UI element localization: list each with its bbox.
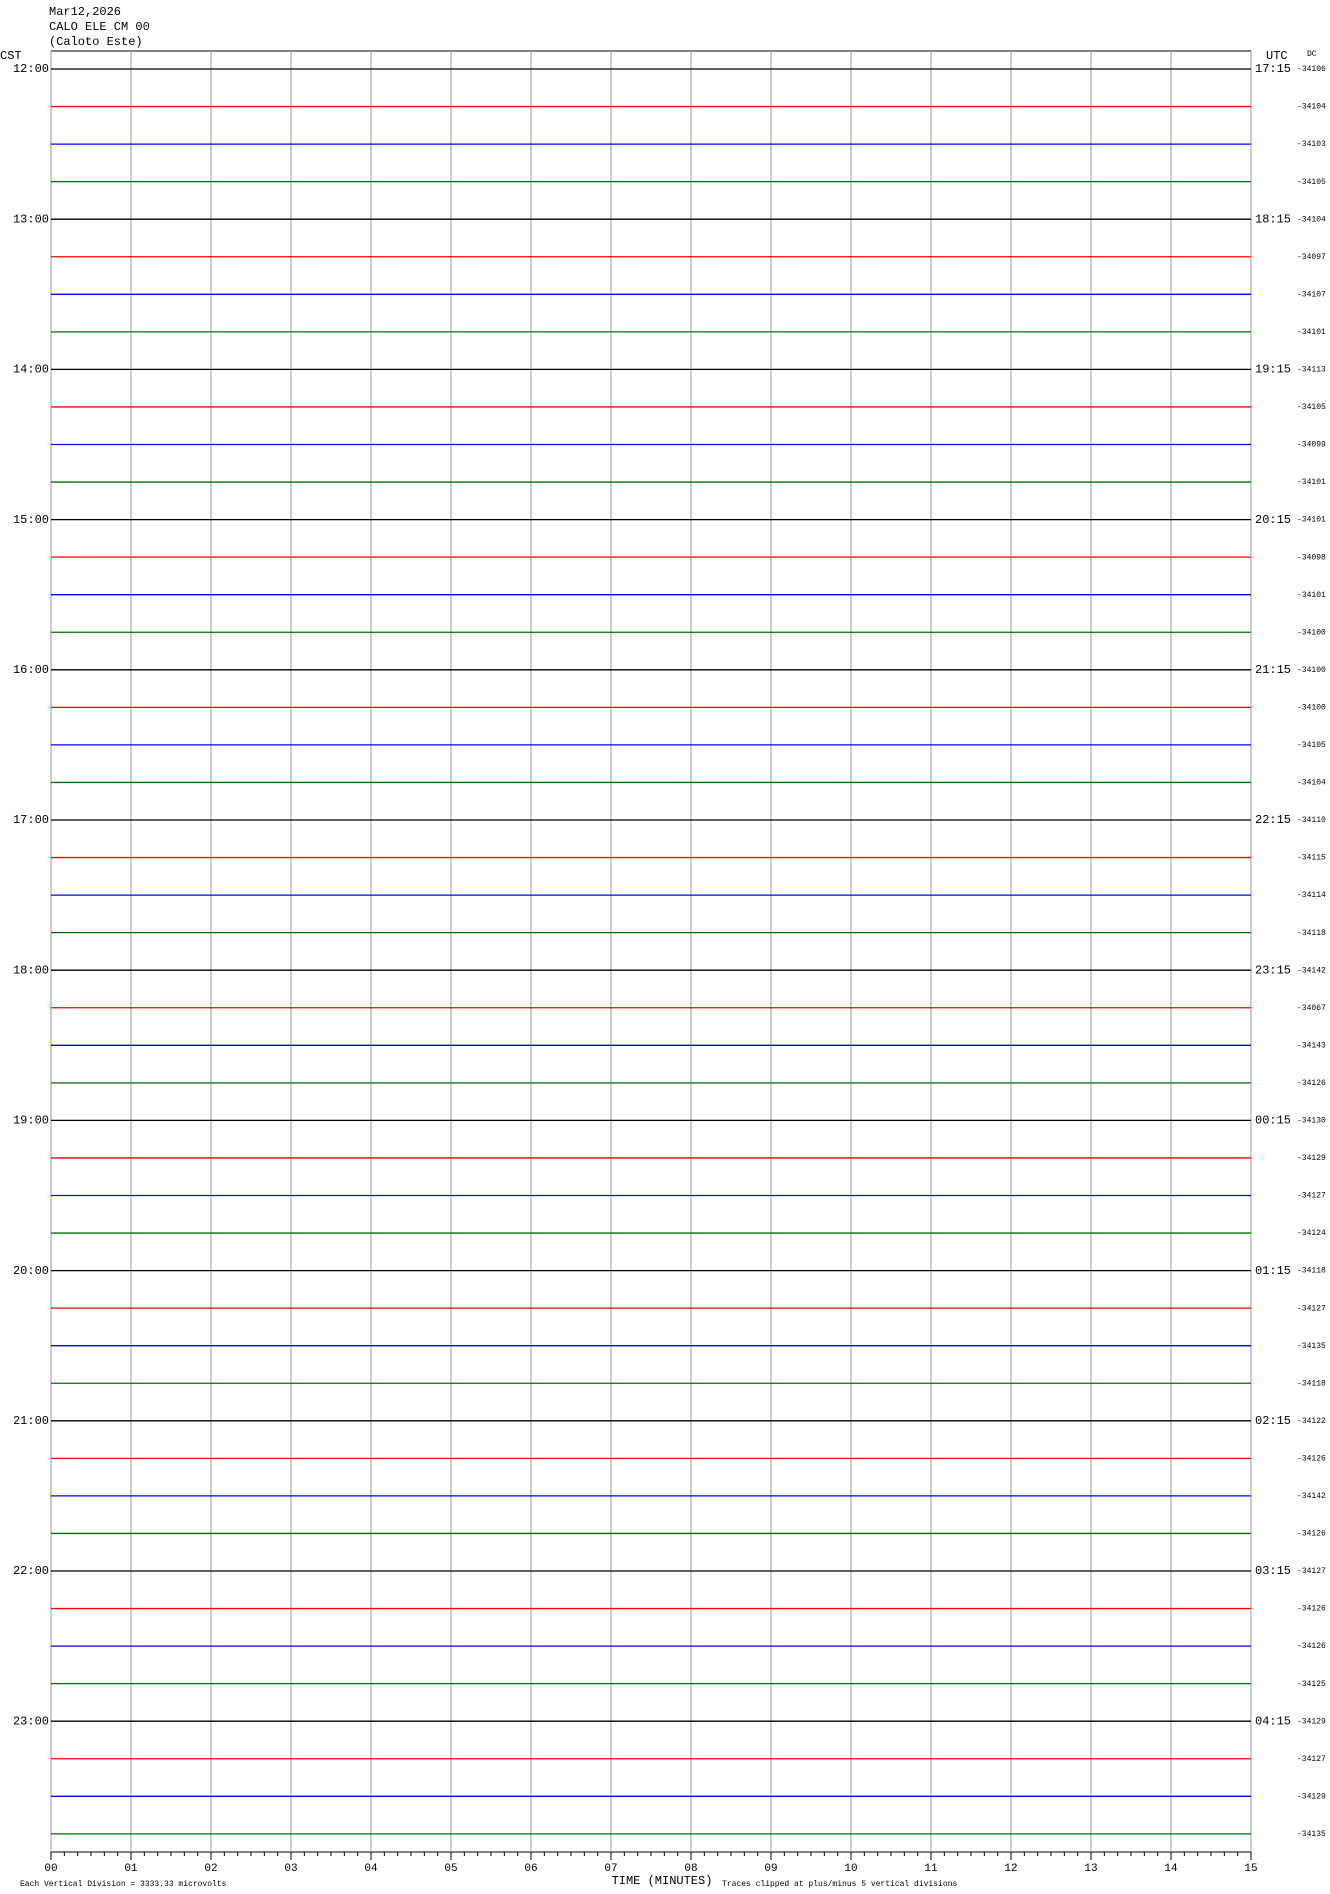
dc-label: DC bbox=[1307, 50, 1317, 59]
title-line: Mar12,2026 bbox=[49, 5, 121, 19]
cst-label: 19:00 bbox=[13, 1114, 49, 1128]
right-axis-label: UTC bbox=[1266, 49, 1288, 63]
dc-value: -34114 bbox=[1297, 891, 1326, 900]
dc-value: -34101 bbox=[1297, 591, 1326, 600]
utc-label: 04:15 bbox=[1255, 1714, 1291, 1728]
x-tick-label: 15 bbox=[1244, 1863, 1257, 1875]
dc-value: -34125 bbox=[1297, 1680, 1326, 1689]
dc-value: -34126 bbox=[1297, 1605, 1326, 1614]
dc-value: -34104 bbox=[1297, 779, 1326, 788]
dc-value: -34122 bbox=[1297, 1417, 1326, 1426]
dc-value: -34126 bbox=[1297, 1530, 1326, 1539]
dc-value: -34118 bbox=[1297, 1267, 1326, 1276]
dc-value: -34099 bbox=[1297, 441, 1326, 450]
dc-value: -34100 bbox=[1297, 628, 1326, 637]
dc-value: -34110 bbox=[1297, 816, 1326, 825]
dc-value: -34143 bbox=[1297, 1041, 1326, 1050]
dc-value: -34129 bbox=[1297, 1154, 1326, 1163]
dc-value: -34107 bbox=[1297, 290, 1326, 299]
dc-value: -34118 bbox=[1297, 929, 1326, 938]
cst-label: 12:00 bbox=[13, 62, 49, 76]
dc-value: -34126 bbox=[1297, 1454, 1326, 1463]
dc-value: -34126 bbox=[1297, 1079, 1326, 1088]
dc-value: -34127 bbox=[1297, 1567, 1326, 1576]
cst-label: 13:00 bbox=[13, 212, 49, 226]
dc-value: -34105 bbox=[1297, 403, 1326, 412]
dc-value: -34067 bbox=[1297, 1004, 1326, 1013]
dc-value: -34104 bbox=[1297, 103, 1326, 112]
utc-label: 01:15 bbox=[1255, 1264, 1291, 1278]
dc-value: -34142 bbox=[1297, 966, 1326, 975]
dc-value: -34098 bbox=[1297, 553, 1326, 562]
x-tick-label: 14 bbox=[1164, 1863, 1178, 1875]
x-tick-label: 04 bbox=[364, 1863, 378, 1875]
cst-label: 23:00 bbox=[13, 1714, 49, 1728]
dc-value: -34129 bbox=[1297, 1717, 1326, 1726]
cst-label: 20:00 bbox=[13, 1264, 49, 1278]
dc-value: -34101 bbox=[1297, 328, 1326, 337]
dc-value: -34113 bbox=[1297, 366, 1326, 375]
dc-value: -34127 bbox=[1297, 1192, 1326, 1201]
dc-value: -34101 bbox=[1297, 478, 1326, 487]
x-tick-label: 08 bbox=[684, 1863, 697, 1875]
x-tick-label: 09 bbox=[764, 1863, 777, 1875]
utc-label: 03:15 bbox=[1255, 1564, 1291, 1578]
x-tick-label: 13 bbox=[1084, 1863, 1097, 1875]
x-tick-label: 01 bbox=[124, 1863, 138, 1875]
x-tick-label: 06 bbox=[524, 1863, 537, 1875]
cst-label: 15:00 bbox=[13, 513, 49, 527]
dc-value: -34135 bbox=[1297, 1830, 1326, 1839]
x-tick-label: 03 bbox=[284, 1863, 297, 1875]
cst-label: 18:00 bbox=[13, 963, 49, 977]
dc-value: -34115 bbox=[1297, 854, 1326, 863]
utc-label: 02:15 bbox=[1255, 1414, 1291, 1428]
x-tick-label: 00 bbox=[44, 1863, 57, 1875]
dc-value: -34105 bbox=[1297, 178, 1326, 187]
title-line: (Caloto Este) bbox=[49, 35, 143, 49]
dc-value: -34097 bbox=[1297, 253, 1326, 262]
x-axis-label: TIME (MINUTES) bbox=[612, 1874, 713, 1888]
dc-value: -34106 bbox=[1297, 65, 1326, 74]
x-tick-label: 12 bbox=[1004, 1863, 1017, 1875]
dc-value: -34103 bbox=[1297, 140, 1326, 149]
utc-label: 00:15 bbox=[1255, 1114, 1291, 1128]
dc-value: -34101 bbox=[1297, 516, 1326, 525]
x-tick-label: 02 bbox=[204, 1863, 217, 1875]
cst-label: 21:00 bbox=[13, 1414, 49, 1428]
dc-value: -34118 bbox=[1297, 1379, 1326, 1388]
utc-label: 19:15 bbox=[1255, 363, 1291, 377]
dc-value: -34142 bbox=[1297, 1492, 1326, 1501]
x-tick-label: 07 bbox=[604, 1863, 617, 1875]
title-line: CALO ELE CM 00 bbox=[49, 20, 150, 34]
utc-label: 23:15 bbox=[1255, 963, 1291, 977]
dc-value: -34135 bbox=[1297, 1342, 1326, 1351]
cst-label: 22:00 bbox=[13, 1564, 49, 1578]
dc-value: -34105 bbox=[1297, 741, 1326, 750]
cst-label: 17:00 bbox=[13, 813, 49, 827]
x-tick-label: 11 bbox=[924, 1863, 938, 1875]
dc-value: -34104 bbox=[1297, 215, 1326, 224]
x-tick-label: 10 bbox=[844, 1863, 857, 1875]
dc-value: -34129 bbox=[1297, 1792, 1326, 1801]
utc-label: 21:15 bbox=[1255, 663, 1291, 677]
dc-value: -34130 bbox=[1297, 1117, 1326, 1126]
utc-label: 22:15 bbox=[1255, 813, 1291, 827]
cst-label: 16:00 bbox=[13, 663, 49, 677]
scale-note: Each Vertical Division = 3333.33 microvo… bbox=[20, 1880, 227, 1889]
dc-value: -34100 bbox=[1297, 666, 1326, 675]
cst-label: 14:00 bbox=[13, 363, 49, 377]
clip-note: Traces clipped at plus/minus 5 vertical … bbox=[722, 1880, 957, 1889]
dc-value: -34127 bbox=[1297, 1304, 1326, 1313]
left-axis-label: CST bbox=[0, 49, 22, 63]
dc-value: -34127 bbox=[1297, 1755, 1326, 1764]
x-tick-label: 05 bbox=[444, 1863, 457, 1875]
utc-label: 18:15 bbox=[1255, 212, 1291, 226]
dc-value: -34126 bbox=[1297, 1642, 1326, 1651]
dc-value: -34100 bbox=[1297, 703, 1326, 712]
dc-value: -34124 bbox=[1297, 1229, 1326, 1238]
utc-label: 17:15 bbox=[1255, 62, 1291, 76]
utc-label: 20:15 bbox=[1255, 513, 1291, 527]
